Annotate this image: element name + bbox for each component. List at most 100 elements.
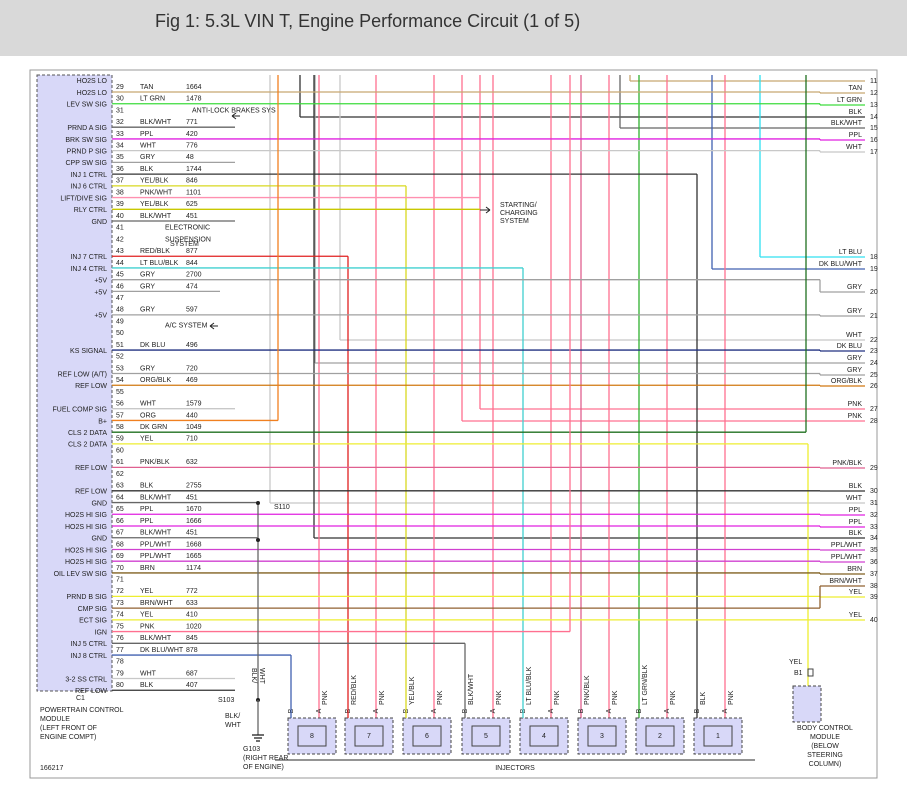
pin-number: 47 (116, 295, 124, 302)
bcm-label: MODULE (810, 734, 840, 741)
wire-color: PNK/BLK (140, 459, 170, 466)
wire-color: BLK/WHT (140, 530, 172, 537)
circuit-number: 1744 (186, 166, 202, 173)
pin-number: 68 (116, 541, 124, 548)
pin-number: 56 (116, 401, 124, 408)
right-pin-number: 36 (870, 559, 878, 566)
circuit-number: 710 (186, 436, 198, 443)
pin-number: 54 (116, 377, 124, 384)
injector-symbol (703, 725, 733, 747)
circuit-number: 451 (186, 530, 198, 537)
pin-number: 80 (116, 682, 124, 689)
wire-color: YEL (140, 436, 153, 443)
right-wire-color: LT GRN (837, 97, 862, 104)
pin-signal: HO2S HI SIG (65, 524, 107, 531)
circuit-number: 48 (186, 154, 194, 161)
pin-signal: HO2S HI SIG (65, 559, 107, 566)
right-pin-number: 29 (870, 465, 878, 472)
injector-wire-color: BLK/WHT (468, 673, 475, 705)
wire-color: YEL (140, 588, 153, 595)
injector-pin: A (490, 708, 497, 713)
pin-number: 44 (116, 260, 124, 267)
right-pin-number: 30 (870, 488, 878, 495)
wire-color: PPL (140, 518, 153, 525)
right-pin-number: 14 (870, 114, 878, 121)
wire-color: PPL/WHT (140, 553, 172, 560)
pin-number: 75 (116, 623, 124, 630)
splice-label: S103 (218, 697, 234, 704)
wire-color: BLK/WHT (140, 119, 172, 126)
injector-number: 7 (367, 733, 371, 740)
pin-number: 30 (116, 96, 124, 103)
pin-number: 58 (116, 424, 124, 431)
injector-wire-color: PNK (379, 690, 386, 705)
injector-symbol (412, 725, 442, 747)
circuit-number: 451 (186, 213, 198, 220)
right-pin-number: 28 (870, 418, 878, 425)
wire-color: LT BLU/BLK (140, 260, 179, 267)
wire-color: BLK (140, 483, 154, 490)
right-pin-number: 39 (870, 594, 878, 601)
connector-label: C1 (76, 695, 85, 702)
pin-number: 52 (116, 354, 124, 361)
right-pin-number: 23 (870, 348, 878, 355)
ground-label: (RIGHT REAR (243, 755, 288, 762)
pin-number: 77 (116, 647, 124, 654)
injector-number: 1 (716, 733, 720, 740)
injector (577, 717, 627, 755)
pin-signal: REF LOW (A/T) (58, 371, 107, 378)
pin-number: 49 (116, 318, 124, 325)
right-pin-number: 37 (870, 571, 878, 578)
injector-pin: B (636, 708, 643, 713)
injector-wire-color: YEL/BLK (409, 676, 416, 705)
pin-signal: GND (91, 219, 107, 226)
right-pin-number: 16 (870, 137, 878, 144)
pin-signal: INJ 5 CTRL (70, 641, 107, 648)
pin-signal: REF LOW (75, 383, 107, 390)
injector (693, 717, 743, 755)
circuit-number: 407 (186, 682, 198, 689)
wire-color: WHT (140, 401, 157, 408)
bcm-pin: B1 (794, 670, 803, 677)
pin-number: 76 (116, 635, 124, 642)
injector (461, 717, 511, 755)
injector-pin: A (373, 708, 380, 713)
injector-symbol (529, 725, 559, 747)
pin-signal: FUEL COMP SIG (53, 407, 107, 414)
system-note: ANTI-LOCK BRAKES SYS (192, 107, 276, 114)
injector-symbol (587, 725, 617, 747)
pin-number: 69 (116, 553, 124, 560)
wire-color: BLK/ (250, 668, 257, 683)
pin-signal: INJ 6 CTRL (70, 184, 107, 191)
right-pin-number: 17 (870, 149, 878, 156)
wire-color: PNK/WHT (140, 189, 173, 196)
right-wire-color: DK BLU/WHT (819, 261, 863, 268)
system-note: SUSPENSION (165, 236, 211, 243)
title: Fig 1: 5.3L VIN T, Engine Performance Ci… (155, 11, 580, 31)
pcm-label: MODULE (40, 716, 70, 723)
right-pin-number: 11 (870, 78, 877, 85)
wire-color: YEL/BLK (140, 201, 169, 208)
right-wire-color: WHT (846, 144, 863, 151)
pin-number: 43 (116, 248, 124, 255)
pin-number: 50 (116, 330, 124, 337)
right-pin-number: 33 (870, 524, 878, 531)
circuit-number: 1101 (186, 189, 201, 196)
right-pin-number: 22 (870, 337, 878, 344)
injector-number: 3 (600, 733, 604, 740)
circuit-number: 1049 (186, 424, 202, 431)
pin-number: 36 (116, 166, 124, 173)
pin-number: 32 (116, 119, 124, 126)
pcm-label: POWERTRAIN CONTROL (40, 707, 124, 714)
pin-number: 61 (116, 459, 124, 466)
system-note: A/C SYSTEM (165, 322, 208, 329)
pcm-label: (LEFT FRONT OF (40, 725, 97, 732)
circuit-number: 771 (186, 119, 198, 126)
right-pin-number: 34 (870, 535, 878, 542)
right-wire-color: PPL (849, 519, 862, 526)
wire-color: WHT (140, 670, 157, 677)
right-pin-number: 12 (870, 90, 878, 97)
right-wire-color: WHT (846, 332, 863, 339)
pin-number: 67 (116, 530, 124, 537)
